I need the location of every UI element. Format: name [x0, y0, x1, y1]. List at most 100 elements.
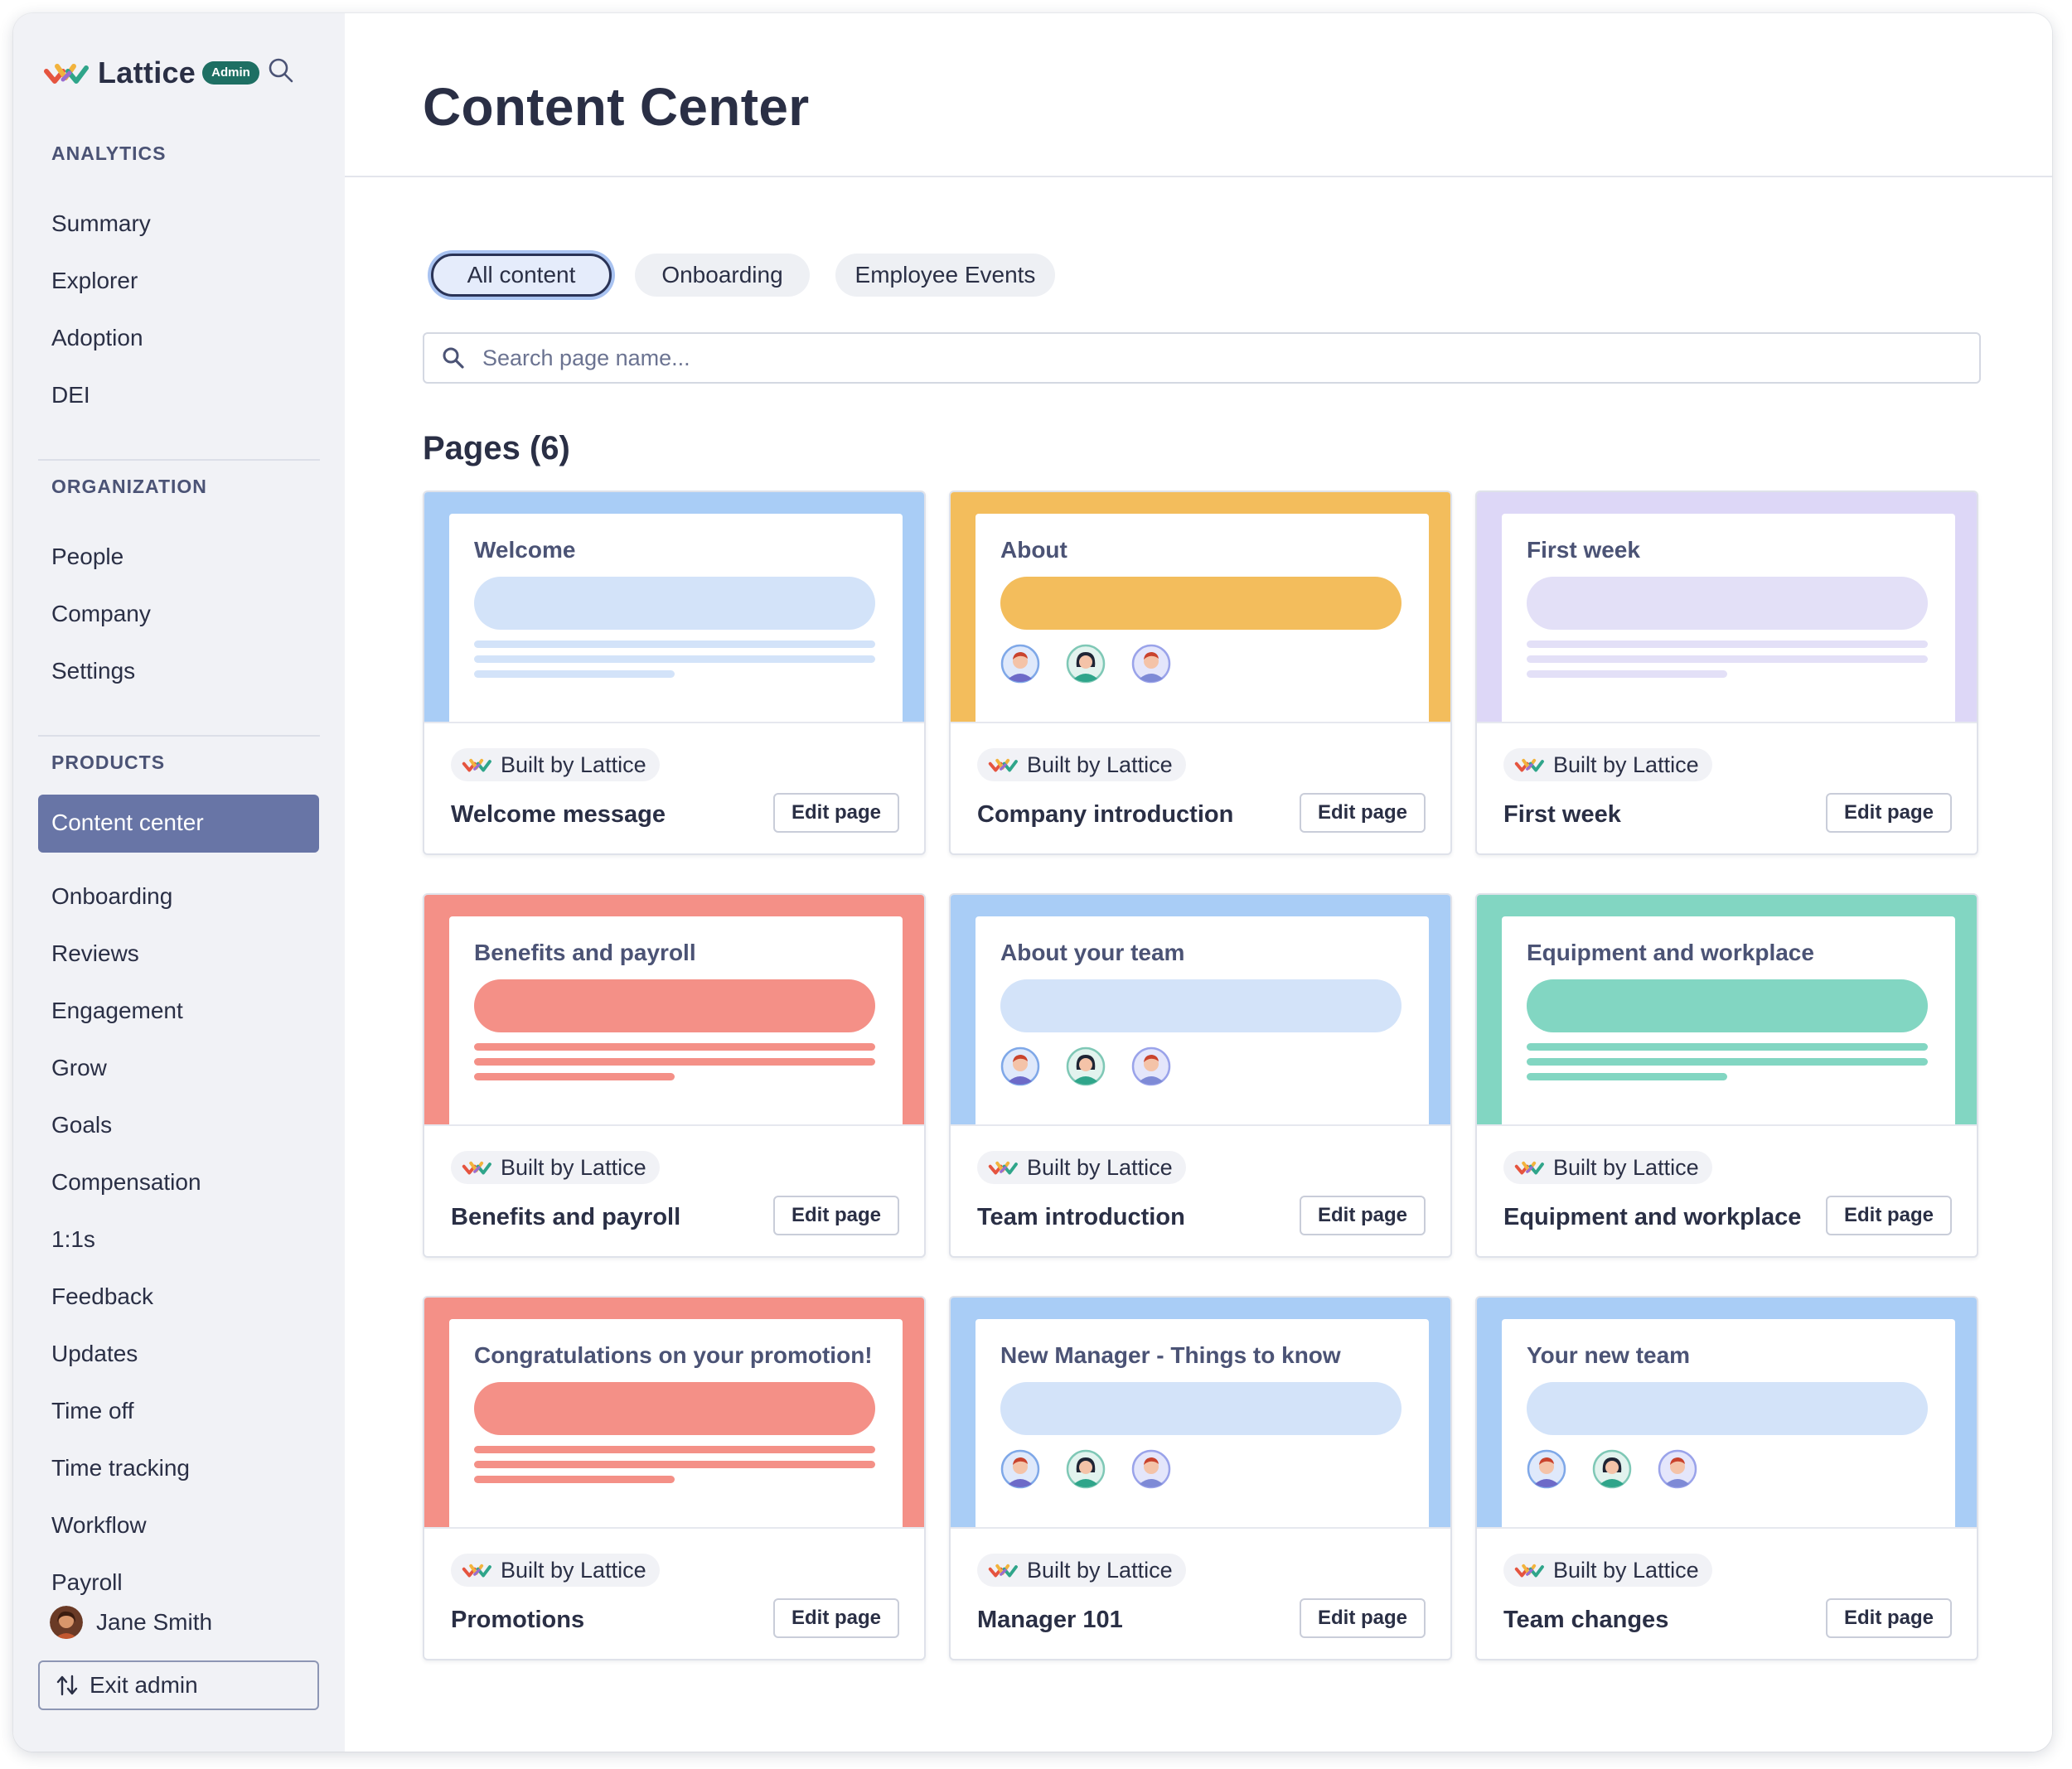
- preview-banner: [474, 1382, 875, 1435]
- exit-admin-button[interactable]: Exit admin: [38, 1660, 319, 1710]
- sidebar-item-engagement[interactable]: Engagement: [51, 998, 183, 1023]
- edit-page-button[interactable]: Edit page: [773, 793, 899, 833]
- built-by-lattice-badge: Built by Lattice: [1503, 1151, 1712, 1184]
- sidebar-item-1on1s[interactable]: 1:1s: [51, 1226, 95, 1252]
- filter-onboarding[interactable]: Onboarding: [635, 254, 810, 297]
- page-card[interactable]: Benefits and payroll Built by Lattice Be…: [423, 893, 926, 1258]
- page-card[interactable]: Congratulations on your promotion! Built…: [423, 1296, 926, 1660]
- sidebar-item-dei[interactable]: DEI: [51, 382, 90, 408]
- preview-page: New Manager - Things to know: [975, 1319, 1429, 1527]
- filter-employee-events[interactable]: Employee Events: [835, 254, 1055, 297]
- preview-title: Welcome: [474, 537, 576, 563]
- preview-title: About: [1000, 537, 1067, 563]
- sidebar-item-compensation[interactable]: Compensation: [51, 1169, 201, 1195]
- preview-text-line: [474, 1446, 875, 1453]
- preview-avatars: [1000, 1449, 1197, 1489]
- person-avatar-icon: [1592, 1449, 1632, 1489]
- card-footer: Built by Lattice Manager 101 Edit page: [951, 1527, 1450, 1659]
- sidebar-item-grow[interactable]: Grow: [51, 1055, 107, 1080]
- sidebar-item-payroll[interactable]: Payroll: [51, 1569, 123, 1595]
- preview-page: Benefits and payroll: [449, 916, 903, 1124]
- sidebar-item-content-center[interactable]: Content center: [38, 795, 319, 853]
- built-by-lattice-badge: Built by Lattice: [977, 1151, 1186, 1184]
- page-card[interactable]: First week Built by Lattice First week E…: [1475, 491, 1978, 855]
- edit-page-button[interactable]: Edit page: [773, 1598, 899, 1638]
- card-name: Welcome message: [451, 801, 666, 828]
- preview-banner: [474, 577, 875, 630]
- preview-text-line: [1527, 670, 1727, 678]
- preview-banner: [1000, 979, 1402, 1032]
- edit-page-button[interactable]: Edit page: [1826, 1598, 1952, 1638]
- sidebar-item-time-tracking[interactable]: Time tracking: [51, 1455, 191, 1481]
- preview-avatars: [1527, 1449, 1723, 1489]
- edit-page-button[interactable]: Edit page: [1826, 1196, 1952, 1235]
- sidebar-item-adoption[interactable]: Adoption: [51, 325, 143, 350]
- page-card[interactable]: About your team: [949, 893, 1452, 1258]
- sidebar-item-reviews[interactable]: Reviews: [51, 940, 139, 966]
- built-by-lattice-badge: Built by Lattice: [451, 1151, 660, 1184]
- sidebar-item-goals[interactable]: Goals: [51, 1112, 113, 1138]
- person-avatar-icon: [1000, 1449, 1040, 1489]
- sidebar-item-onboarding[interactable]: Onboarding: [51, 883, 173, 909]
- built-by-label: Built by Lattice: [1027, 1154, 1173, 1180]
- sidebar-item-summary[interactable]: Summary: [51, 210, 151, 236]
- sidebar-item-updates[interactable]: Updates: [51, 1341, 138, 1366]
- swap-arrows-icon: [56, 1675, 78, 1696]
- brand[interactable]: Lattice Admin: [43, 51, 259, 94]
- page-card[interactable]: Your new team: [1475, 1296, 1978, 1660]
- preview-page: About your team: [975, 916, 1429, 1124]
- built-by-lattice-badge: Built by Lattice: [977, 1554, 1186, 1587]
- preview-banner: [474, 979, 875, 1032]
- person-avatar-icon: [1000, 1046, 1040, 1086]
- preview-text-line: [1527, 1043, 1928, 1051]
- edit-page-button[interactable]: Edit page: [773, 1196, 899, 1235]
- page-title: Content Center: [423, 77, 810, 137]
- preview-text-line: [1527, 640, 1928, 648]
- lattice-logo-icon: [1514, 758, 1544, 772]
- preview-banner: [1527, 979, 1928, 1032]
- search-input[interactable]: [482, 345, 1891, 371]
- card-preview: New Manager - Things to know: [951, 1298, 1450, 1527]
- sidebar-item-settings[interactable]: Settings: [51, 658, 136, 684]
- sidebar-item-people[interactable]: People: [51, 544, 124, 569]
- search-icon: [443, 347, 464, 369]
- page-card[interactable]: Welcome Built by Lattice Welcome message…: [423, 491, 926, 855]
- pages-section-title: Pages (6): [423, 430, 570, 466]
- lattice-logo-icon: [1514, 1161, 1544, 1175]
- card-footer: Built by Lattice Company introduction Ed…: [951, 722, 1450, 853]
- user-profile[interactable]: Jane Smith: [50, 1606, 212, 1639]
- sidebar-item-feedback[interactable]: Feedback: [51, 1283, 153, 1309]
- preview-page: Equipment and workplace: [1502, 916, 1955, 1124]
- card-name: Benefits and payroll: [451, 1204, 681, 1230]
- lattice-logo-icon: [988, 1564, 1018, 1578]
- search-icon[interactable]: [267, 56, 295, 85]
- card-preview: About your team: [951, 895, 1450, 1124]
- edit-page-button[interactable]: Edit page: [1300, 1598, 1426, 1638]
- preview-text-line: [474, 1043, 875, 1051]
- preview-page: About: [975, 514, 1429, 722]
- built-by-label: Built by Lattice: [501, 1154, 646, 1180]
- page-card[interactable]: Equipment and workplace Built by Lattice…: [1475, 893, 1978, 1258]
- edit-page-button[interactable]: Edit page: [1826, 793, 1952, 833]
- page-card[interactable]: New Manager - Things to know: [949, 1296, 1452, 1660]
- nav-section-products: PRODUCTS: [51, 752, 166, 773]
- person-avatar-icon: [1527, 1449, 1566, 1489]
- sidebar-item-company[interactable]: Company: [51, 601, 151, 626]
- nav-divider: [38, 735, 320, 737]
- filter-all-content[interactable]: All content: [431, 254, 612, 297]
- built-by-label: Built by Lattice: [1027, 1557, 1173, 1583]
- lattice-logo-icon: [462, 1564, 491, 1578]
- page-card[interactable]: About: [949, 491, 1452, 855]
- sidebar-item-workflow[interactable]: Workflow: [51, 1512, 147, 1538]
- sidebar-item-time-off[interactable]: Time off: [51, 1398, 134, 1423]
- preview-text-line: [474, 1461, 875, 1468]
- brand-name: Lattice: [98, 56, 196, 89]
- preview-title: Congratulations on your promotion!: [474, 1342, 873, 1368]
- preview-banner: [1000, 1382, 1402, 1435]
- card-name: Team introduction: [977, 1204, 1185, 1230]
- edit-page-button[interactable]: Edit page: [1300, 793, 1426, 833]
- built-by-lattice-badge: Built by Lattice: [977, 748, 1186, 781]
- built-by-label: Built by Lattice: [1553, 1154, 1699, 1180]
- sidebar-item-explorer[interactable]: Explorer: [51, 268, 138, 293]
- edit-page-button[interactable]: Edit page: [1300, 1196, 1426, 1235]
